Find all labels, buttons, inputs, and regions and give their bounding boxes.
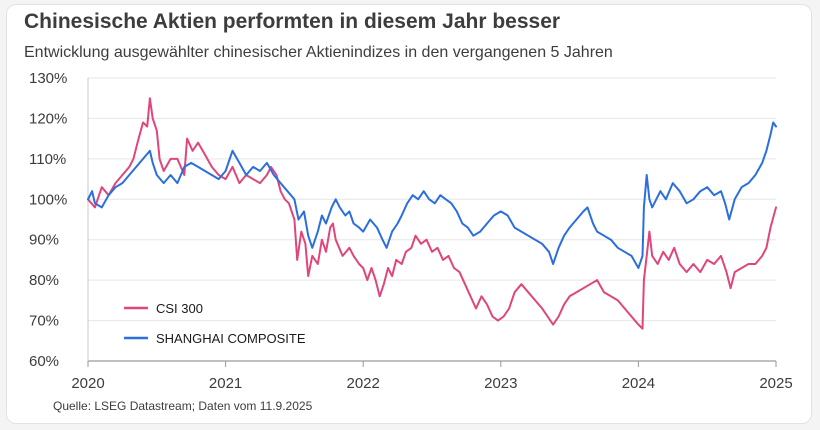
series-line-shanghai-composite xyxy=(87,121,777,269)
series-line-csi-300 xyxy=(87,97,777,330)
x-tick-label: 2022 xyxy=(347,375,380,392)
y-tick-label: 90% xyxy=(29,232,59,249)
y-tick-label: 100% xyxy=(29,191,67,208)
legend-label-shanghai-composite: SHANGHAI COMPOSITE xyxy=(156,331,306,346)
legend-label-csi-300: CSI 300 xyxy=(156,301,203,316)
x-tick-label: 2025 xyxy=(759,375,792,392)
x-tick-label: 2023 xyxy=(484,375,517,392)
x-tick-label: 2024 xyxy=(622,375,655,392)
chart-subtitle: Entwicklung ausgewählter chinesischer Ak… xyxy=(24,44,613,61)
y-tick-label: 80% xyxy=(29,272,59,289)
chart-title: Chinesische Aktien performten in diesem … xyxy=(24,10,561,33)
source-note: Quelle: LSEG Datastream; Daten vom 11.9.… xyxy=(53,399,313,413)
y-tick-label: 130% xyxy=(29,70,67,87)
x-tick-label: 2021 xyxy=(209,375,242,392)
y-tick-label: 70% xyxy=(29,313,59,330)
y-tick-label: 110% xyxy=(29,151,66,168)
y-tick-label: 60% xyxy=(29,353,59,370)
y-tick-label: 120% xyxy=(29,110,67,127)
x-tick-label: 2020 xyxy=(71,375,104,392)
chart-card xyxy=(6,4,812,424)
